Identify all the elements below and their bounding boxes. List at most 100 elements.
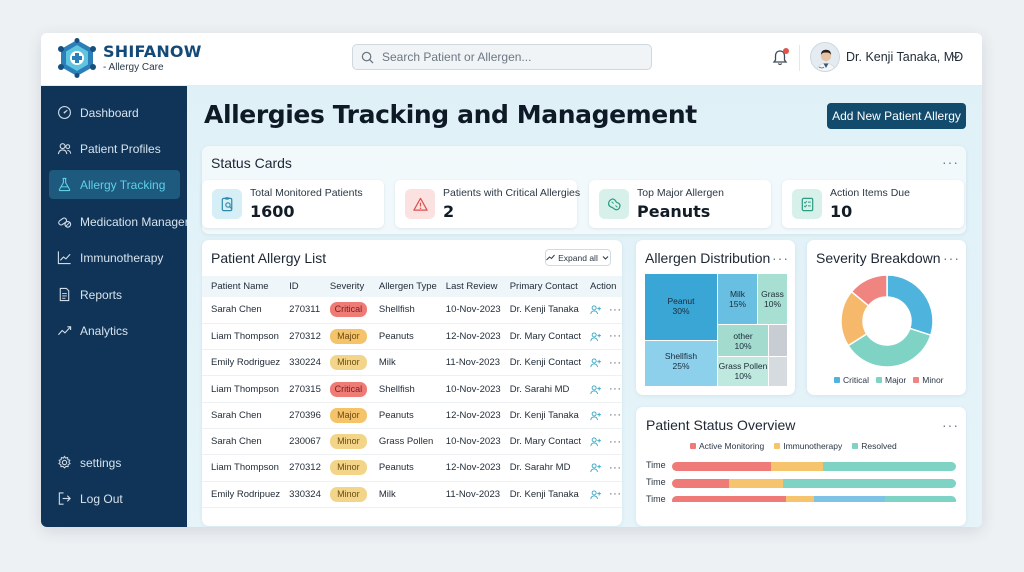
treemap-tile-small[interactable] [769,325,787,356]
stat-card-top-allergen[interactable]: Top Major Allergen Peanuts [589,180,771,228]
donut-slice-critical[interactable] [850,274,888,307]
table-row[interactable]: Liam Thompson 270312 Minor Peanuts 12-Nov-20… [202,454,622,482]
table-row[interactable]: Liam Thompson 270312 Major Peanuts 12-Nov-20… [202,323,622,351]
add-user-icon[interactable] [590,463,601,473]
treemap-tile-grass-pollen[interactable] [718,357,768,386]
stat-card-action-items[interactable]: Action Items Due 10 [782,180,964,228]
search-bar[interactable] [352,44,652,70]
chevron-down-icon[interactable] [951,53,961,61]
more-options-icon[interactable]: ··· [772,250,789,266]
treemap-tile-milk[interactable] [718,274,757,324]
more-options-icon[interactable]: ··· [942,417,959,433]
cell-primary-contact: Dr. Mary Contact [500,323,582,351]
avatar[interactable] [810,42,840,72]
table-row[interactable]: Sarah Chen 270311 Critical Shellfish 10-Nov-… [202,297,622,324]
sidebar-item-dashboard[interactable]: Dashboard [49,98,180,127]
table-row[interactable]: Sarah Chen 230067 Minor Grass Pollen 10-Nov-… [202,428,622,456]
stacked-bar[interactable] [672,496,956,502]
add-user-icon[interactable] [590,358,601,368]
treemap-tile-shellfish[interactable] [645,341,717,386]
treemap-tile-other[interactable] [718,325,768,356]
cell-patient-name: Liam Thompson [202,454,281,482]
bar-segment-active-monitoring[interactable] [672,479,729,488]
table-row[interactable]: Sarah Chen 270396 Major Peanuts 12-Nov-2023 D… [202,402,622,429]
add-user-icon[interactable] [590,437,601,447]
treemap-tile-pct: 10% [734,341,752,351]
sidebar-item-medication-manager[interactable]: Medication Manager [49,207,189,236]
add-user-icon[interactable] [590,305,601,315]
more-options-icon[interactable]: ··· [609,356,622,369]
stat-card-critical-allergies[interactable]: Patients with Critical Allergies 2 [395,180,580,228]
user-name[interactable]: Dr. Kenji Tanaka, MD [846,50,964,64]
more-options-icon[interactable]: ··· [609,461,622,474]
brand[interactable]: SHIFANOW - Allergy Care [55,38,202,78]
treemap-tile-small[interactable] [769,357,787,386]
add-user-icon[interactable] [590,490,601,500]
sidebar-item-logout[interactable]: Log Out [49,484,180,513]
donut-slice-minor[interactable] [847,327,932,368]
table-row[interactable]: Emily Rodripuez 330324 Minor Milk 11-Nov-202… [202,481,622,508]
cell-primary-contact: Dr. Kenji Contact [500,349,582,377]
column-header-id[interactable]: ID [280,276,321,297]
legend-label: Resolved [861,441,897,451]
cell-severity: Critical [320,297,370,324]
more-options-icon[interactable]: ··· [609,330,622,343]
bar-segment-active-monitoring[interactable] [672,496,786,502]
bar-segment-immunotherapy[interactable] [771,462,823,471]
column-header-allergen-type[interactable]: Allergen Type [369,276,437,297]
column-header-patient-name[interactable]: Patient Name [202,276,281,297]
more-options-icon[interactable]: ··· [942,154,959,170]
treemap-tile-peanut[interactable] [645,274,717,340]
table-row[interactable]: Emily Rodriguez 330224 Minor Milk 11-Nov-202… [202,349,622,377]
treemap-tile-pct: 15% [728,299,746,309]
column-header-primary-contact[interactable]: Primary Contact [500,276,582,297]
sidebar-item-settings[interactable]: settings [49,448,180,477]
sidebar-item-label: Log Out [80,491,123,506]
treemap-tile-name: other [733,331,753,341]
sidebar-item-analytics[interactable]: Analytics [49,316,180,345]
add-user-icon[interactable] [590,332,601,342]
column-header-severity[interactable]: Severity [320,276,370,297]
treemap-label: Peanut 30% [645,296,717,316]
treemap-tile-name: Grass [761,289,784,299]
stacked-bar[interactable] [672,479,956,488]
more-options-icon[interactable]: ··· [609,383,622,396]
table-row[interactable]: Liam Thompson 270315 Critical Shellfish 10-N… [202,375,622,403]
sidebar-item-patient-profiles[interactable]: Patient Profiles [49,134,180,163]
sidebar-item-reports[interactable]: Reports [49,280,180,309]
treemap-tile-name: Peanut [667,296,695,306]
treemap-tile-grass[interactable] [758,274,787,324]
stat-card-total-patients[interactable]: Total Monitored Patients 1600 [202,180,384,228]
expand-all-button[interactable]: Expand all [545,249,611,266]
bar-segment-active-monitoring[interactable] [672,462,772,471]
column-header-last-review[interactable]: Last Review [436,276,501,297]
sidebar-item-allergy-tracking[interactable]: Allergy Tracking [49,170,180,199]
bar-segment-resolved[interactable] [782,479,956,488]
cell-action: ··· [581,349,622,377]
more-options-icon[interactable]: ··· [609,303,622,316]
bar-segment-immunotherapy[interactable] [728,479,783,488]
bar-segment-resolved[interactable] [884,496,956,502]
bar-segment-resolved[interactable] [822,462,956,471]
more-options-icon[interactable]: ··· [609,435,622,448]
add-user-icon[interactable] [590,384,601,395]
donut-slice-critical[interactable] [886,274,934,337]
add-user-icon[interactable] [590,411,601,421]
shifanow-logo-icon [58,38,96,78]
bar-segment-immunotherapy[interactable] [785,496,814,502]
more-options-icon[interactable]: ··· [609,409,622,422]
more-options-icon[interactable]: ··· [943,250,960,266]
search-input[interactable] [382,50,642,64]
cell-action: ··· [581,481,622,508]
brand-name: SHIFANOW [103,41,202,61]
sidebar-item-immunotherapy[interactable]: Immunotherapy [49,243,180,272]
cell-last-review: 12-Nov-2023 [436,402,501,429]
add-new-patient-allergy-button[interactable]: Add New Patient Allergy [827,103,966,129]
warning-icon [405,189,435,219]
notification-bell-icon[interactable] [772,49,788,67]
stacked-bar[interactable] [672,462,956,471]
users-icon [57,143,72,155]
treemap-tile-name: Shellfish [664,351,698,361]
more-options-icon[interactable]: ··· [609,488,622,501]
bar-segment-extra[interactable] [813,496,885,502]
